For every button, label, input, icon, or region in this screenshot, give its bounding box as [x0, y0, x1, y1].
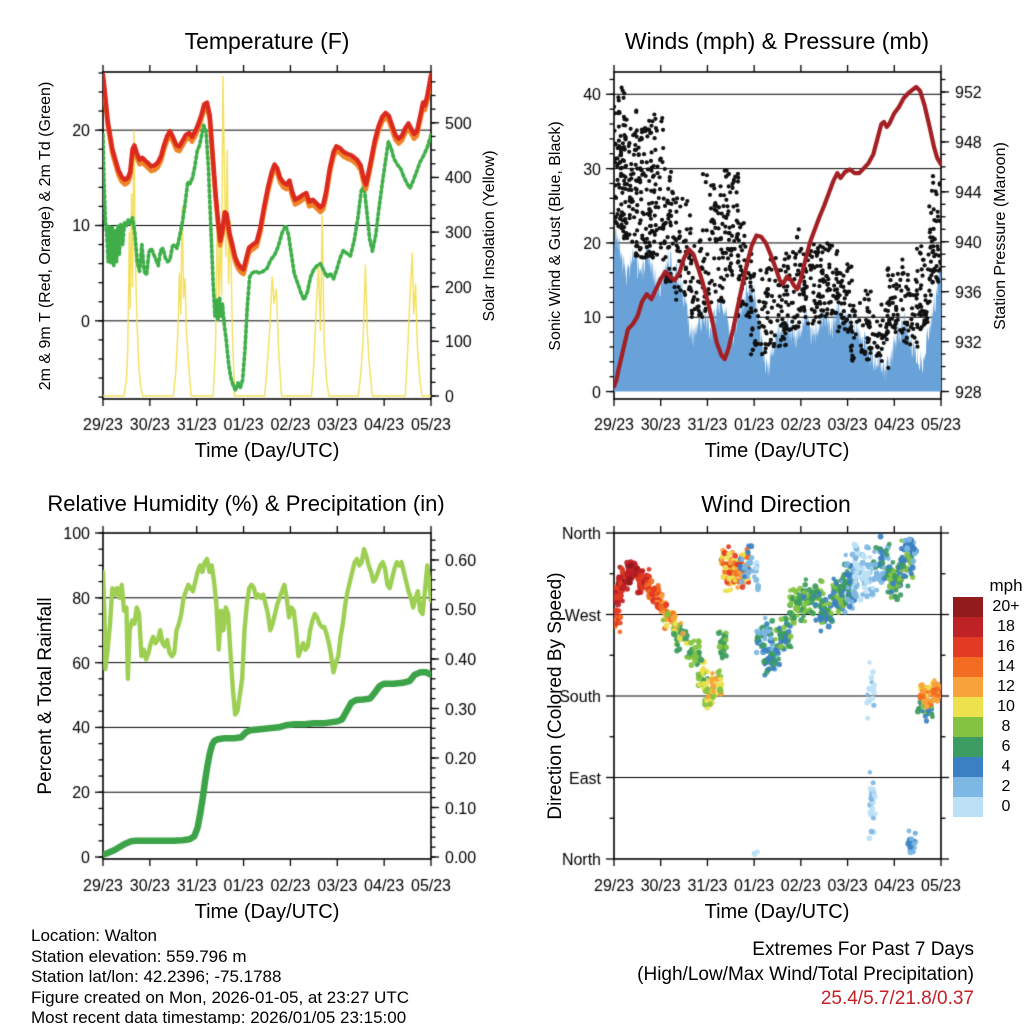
colorbar-cell: [953, 757, 983, 777]
colorbar-cell: [953, 797, 983, 817]
temperature-panel-title: Temperature (F): [184, 28, 350, 54]
solar-insolation-y-axis-label: Solar Insolation (Yellow): [481, 150, 498, 322]
colorbar-label: 0: [1001, 798, 1011, 815]
extremes-subtitle: (High/Low/Max Wind/Total Precipitation): [637, 963, 974, 985]
colorbar-label: 16: [997, 638, 1015, 655]
percent-rainfall-y-axis-label: Percent & Total Rainfall: [35, 597, 56, 795]
wind-direction-panel-title: Wind Direction: [701, 491, 851, 517]
station-pressure-y-axis-label: Station Pressure (Maroon): [992, 142, 1009, 330]
most-recent-data-timestamp: Most recent data timestamp: 2026/01/05 2…: [31, 1008, 407, 1024]
colorbar-label: 18: [997, 618, 1015, 635]
winds-pressure-panel-title: Winds (mph) & Pressure (mb): [624, 28, 930, 54]
wind-direction-x-axis-label: Time (Day/UTC): [704, 901, 850, 923]
figure-created-timestamp: Figure created on Mon, 2026-01-05, at 23…: [31, 987, 409, 1007]
colorbar-label: 2: [1001, 778, 1011, 795]
winds-x-axis-label: Time (Day/UTC): [704, 440, 850, 462]
wind-speed-colorbar: [953, 597, 983, 817]
temperature-y-axis-left-label: 2m & 9m T (Red, Orange) & 2m Td (Green): [37, 81, 54, 391]
colorbar-label: 4: [1001, 758, 1011, 775]
colorbar-cell: [953, 617, 983, 637]
rh-x-axis-label: Time (Day/UTC): [194, 901, 340, 923]
colorbar-cell: [953, 657, 983, 677]
colorbar-label: 10: [997, 698, 1015, 715]
colorbar-title: mph: [989, 576, 1023, 595]
station-info: Location: Walton Station elevation: 559.…: [31, 926, 409, 1024]
colorbar-cell: [953, 737, 983, 757]
colorbar-label: 12: [997, 678, 1015, 695]
colorbar-cell: [953, 677, 983, 697]
colorbar-cell: [953, 597, 983, 617]
station-location: Location: Walton: [31, 926, 157, 945]
colorbar-label: 20+: [992, 598, 1020, 615]
colorbar-label: 14: [997, 658, 1015, 675]
extremes-title: Extremes For Past 7 Days: [752, 939, 974, 960]
station-latlon: Station lat/lon: 42.2396; -75.1788: [31, 967, 282, 986]
colorbar-cell: [953, 697, 983, 717]
colorbar-labels: 20+ 18 16 14 12 10 8 6 4 2 0: [983, 597, 1024, 817]
rh-precip-panel-title: Relative Humidity (%) & Precipitation (i…: [47, 491, 445, 516]
temperature-x-axis-label: Time (Day/UTC): [194, 440, 340, 462]
extremes-summary: Extremes For Past 7 Days (High/Low/Max W…: [637, 938, 974, 1012]
colorbar-cell: [953, 717, 983, 737]
colorbar-label: 6: [1001, 738, 1011, 755]
colorbar-cell: [953, 777, 983, 797]
extremes-values: 25.4/5.7/21.8/0.37: [820, 988, 974, 1009]
direction-y-axis-label: Direction (Colored By Speed): [545, 572, 566, 820]
wind-gust-y-axis-label: Sonic Wind & Gust (Blue, Black): [547, 121, 564, 351]
station-elevation: Station elevation: 559.796 m: [31, 946, 247, 966]
colorbar-cell: [953, 637, 983, 657]
colorbar-label: 8: [1001, 718, 1011, 735]
